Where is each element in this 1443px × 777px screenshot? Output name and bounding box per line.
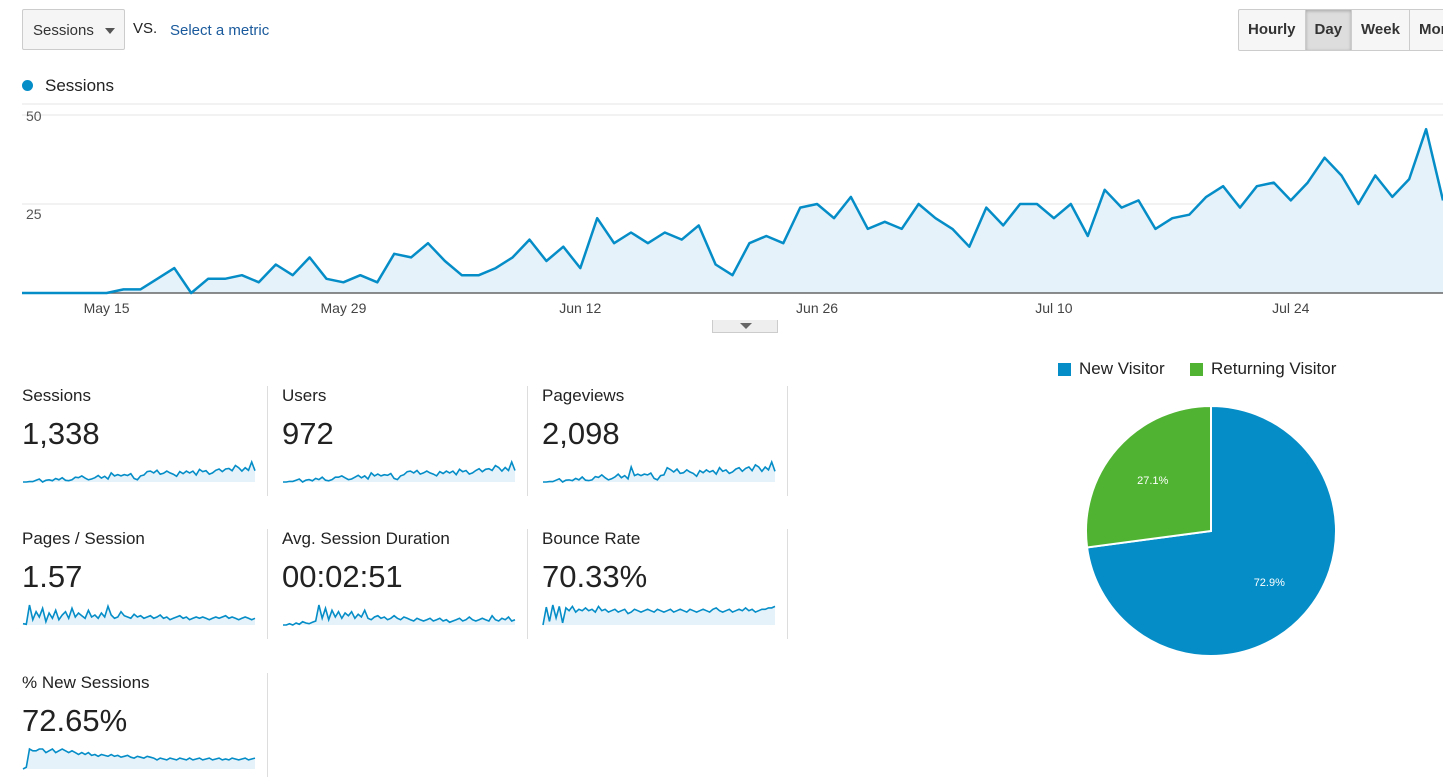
sparkline [283, 459, 516, 483]
scorecard-value: 00:02:51 [282, 559, 403, 594]
scorecard-value: 972 [282, 416, 334, 451]
sparkline [22, 603, 256, 626]
week-button[interactable]: Week [1352, 10, 1410, 50]
scorecard-title: Users [282, 386, 327, 405]
pie-data-label: 72.9% [1254, 577, 1285, 589]
scorecard-users[interactable]: Users 972 [282, 386, 528, 496]
scorecard-title: Avg. Session Duration [282, 529, 450, 548]
scorecard-new-sessions[interactable]: % New Sessions 72.65% [22, 673, 268, 777]
sparkline [283, 604, 516, 626]
legend-label-new-visitor[interactable]: New Visitor [1079, 359, 1165, 378]
sparkline [542, 604, 776, 626]
sessions-series-line [22, 127, 1443, 295]
x-tick-label: Jul 24 [1272, 300, 1310, 316]
pie-slice-returning-visitor[interactable] [1085, 404, 1212, 549]
scorecard-title: Bounce Rate [542, 529, 641, 548]
metric-dropdown-label: Sessions [33, 22, 94, 39]
sparkline-line [283, 459, 516, 483]
sparkline-line [22, 747, 256, 770]
x-tick-label: Jun 26 [796, 300, 838, 316]
sessions-line-chart: 25 50 May 15 May 29 Jun 12 Jun 26 Jul 10 Jul 24 [22, 103, 1443, 316]
sparkline-area [543, 605, 775, 625]
visitor-type-pie-chart: 72.9% 27.1% [1085, 404, 1337, 657]
chart-legend-label: Sessions [45, 76, 114, 95]
scorecard-value: 70.33% [542, 559, 648, 594]
sparkline [543, 459, 776, 483]
sparkline-line [283, 604, 516, 626]
legend-label-returning-visitor[interactable]: Returning Visitor [1211, 359, 1337, 378]
sparkline-line [22, 603, 256, 626]
sessions-area-fill [22, 129, 1443, 293]
collapse-chart-handle[interactable] [712, 320, 778, 333]
series-dot-icon [22, 80, 33, 91]
granularity-toggle: Hourly Day Week Month [1238, 9, 1443, 51]
metric-dropdown[interactable]: Sessions [22, 9, 125, 50]
day-button[interactable]: Day [1305, 10, 1353, 50]
sparkline [23, 459, 256, 483]
scorecard-value: 72.65% [22, 703, 128, 738]
scorecard-bounce-rate[interactable]: Bounce Rate 70.33% [542, 529, 788, 639]
scorecard-title: Pageviews [542, 386, 625, 405]
x-tick-label: Jul 10 [1035, 300, 1073, 316]
scorecard-value: 1.57 [22, 559, 83, 594]
scorecard-title: % New Sessions [22, 673, 150, 692]
sparkline-line [542, 604, 776, 626]
pie-data-label: 27.1% [1137, 475, 1168, 487]
sparkline-area [23, 605, 255, 625]
y-tick-label: 25 [26, 206, 42, 222]
scorecard-title: Sessions [22, 386, 91, 405]
scorecard-title: Pages / Session [22, 529, 145, 548]
x-tick-label: May 29 [320, 300, 366, 316]
sparkline [22, 747, 256, 770]
scorecard-pageviews[interactable]: Pageviews 2,098 [542, 386, 788, 496]
legend-swatch-returning-visitor [1190, 363, 1203, 376]
vs-label: VS. [133, 20, 158, 37]
scorecard-value: 2,098 [542, 416, 620, 451]
scorecard-sessions[interactable]: Sessions 1,338 [22, 386, 268, 496]
sparkline-area [23, 749, 255, 769]
x-tick-label: Jun 12 [559, 300, 601, 316]
sparkline-area [543, 462, 775, 482]
y-tick-label: 50 [26, 108, 42, 124]
select-metric-link[interactable]: Select a metric [170, 22, 270, 39]
chevron-down-icon [740, 323, 752, 329]
month-button[interactable]: Month [1410, 10, 1443, 50]
scorecard-pages-session[interactable]: Pages / Session 1.57 [22, 529, 268, 639]
sparkline-line [543, 459, 776, 483]
scorecard-value: 1,338 [22, 416, 100, 451]
chevron-down-icon [105, 28, 115, 34]
scorecard-avg-session-duration[interactable]: Avg. Session Duration 00:02:51 [282, 529, 528, 639]
hourly-button[interactable]: Hourly [1239, 10, 1306, 50]
x-tick-label: May 15 [84, 300, 130, 316]
sparkline-line [23, 459, 256, 483]
legend-swatch-new-visitor [1058, 363, 1071, 376]
